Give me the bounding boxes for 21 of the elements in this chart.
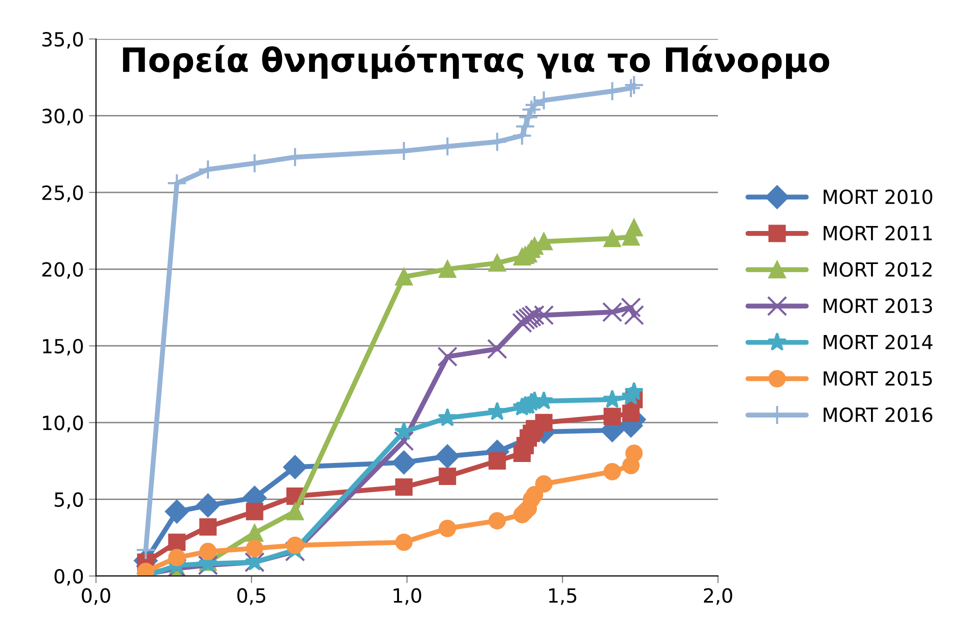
y-tick-label: 5,0 (54, 492, 83, 509)
y-tick-label: 30,0 (42, 108, 83, 126)
legend-label: MORT 2016 (824, 407, 932, 422)
y-tick-label: 35,0 (42, 32, 83, 49)
legend-label: MORT 2012 (824, 262, 932, 277)
x-tick-label: 1,5 (549, 588, 576, 605)
y-tick-label: 20,0 (42, 262, 83, 279)
x-tick-label: 1,0 (394, 588, 422, 605)
x-tick-label: 0,5 (237, 588, 266, 605)
legend-label: MORT 2010 (824, 189, 932, 204)
legend-label: MORT 2014 (824, 334, 932, 350)
y-tick-label: 25,0 (42, 185, 83, 202)
y-tick-label: 10,0 (43, 416, 83, 432)
y-tick-label: 15,0 (43, 338, 83, 356)
x-tick-label: 2,0 (704, 588, 732, 605)
legend-label: MORT 2011 (824, 226, 932, 241)
legend-label: MORT 2013 (824, 298, 932, 314)
x-tick-label: 0,0 (82, 588, 110, 605)
legend-label: MORT 2015 (824, 371, 932, 386)
y-tick-label: 0,0 (54, 568, 83, 586)
chart-title: Πορεία θνησιμότητας για το Πάνορμο (123, 45, 830, 79)
